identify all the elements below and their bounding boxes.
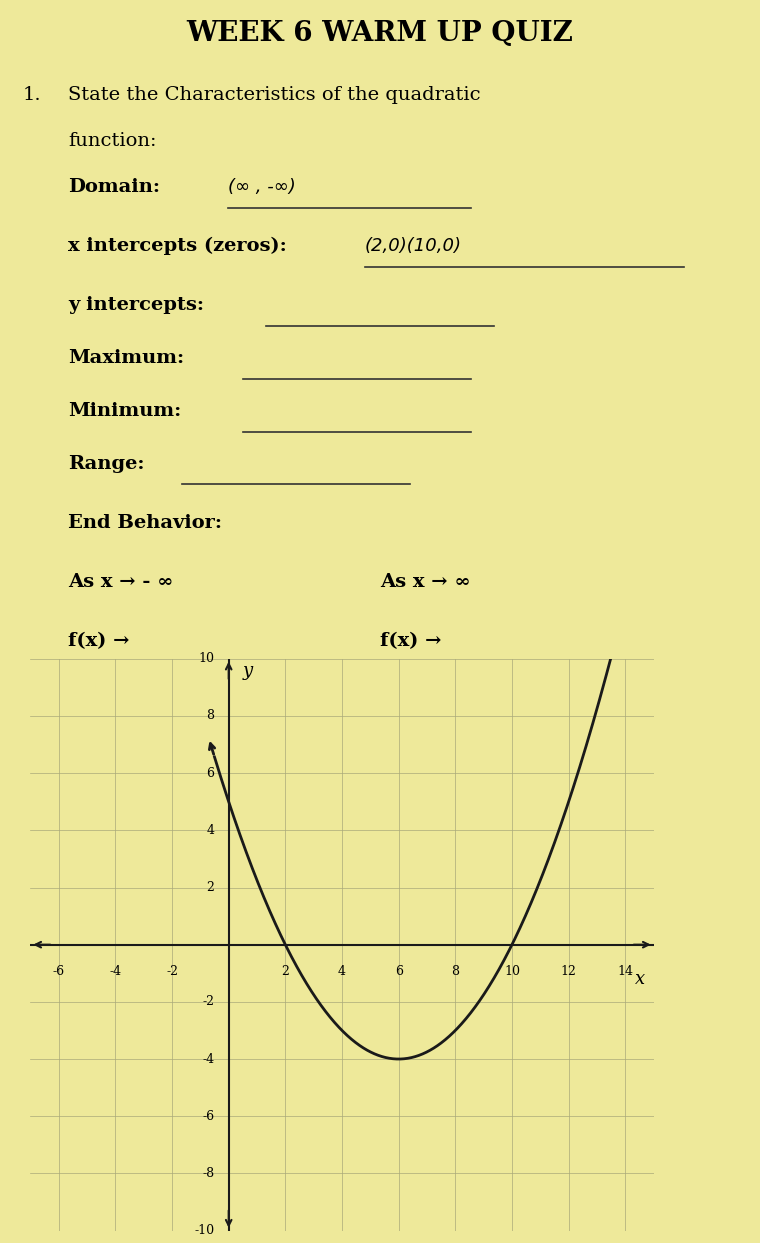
Text: f(x) →: f(x) → xyxy=(68,633,130,650)
Text: As x → ∞: As x → ∞ xyxy=(380,573,470,592)
Text: -10: -10 xyxy=(195,1224,214,1237)
Text: 2: 2 xyxy=(207,881,214,894)
Text: 4: 4 xyxy=(338,965,346,978)
Text: -2: -2 xyxy=(166,965,178,978)
Text: f(x) →: f(x) → xyxy=(380,633,442,650)
Text: x: x xyxy=(635,971,645,988)
Text: -6: -6 xyxy=(52,965,65,978)
Text: 8: 8 xyxy=(451,965,459,978)
Text: 6: 6 xyxy=(394,965,403,978)
Text: 14: 14 xyxy=(617,965,633,978)
Text: -8: -8 xyxy=(202,1167,214,1180)
Text: 8: 8 xyxy=(207,710,214,722)
Text: State the Characteristics of the quadratic: State the Characteristics of the quadrat… xyxy=(68,86,481,103)
Text: As x → - ∞: As x → - ∞ xyxy=(68,573,174,592)
Text: (2,0)(10,0): (2,0)(10,0) xyxy=(365,237,462,255)
Text: 1.: 1. xyxy=(23,86,42,103)
Text: Range:: Range: xyxy=(68,455,145,472)
Text: (∞ , -∞): (∞ , -∞) xyxy=(228,178,296,196)
Text: -4: -4 xyxy=(109,965,122,978)
Text: -4: -4 xyxy=(202,1053,214,1065)
Text: 12: 12 xyxy=(561,965,577,978)
Text: WEEK 6 WARM UP QUIZ: WEEK 6 WARM UP QUIZ xyxy=(186,20,574,47)
Text: End Behavior:: End Behavior: xyxy=(68,513,223,532)
Text: 6: 6 xyxy=(207,767,214,779)
Text: y intercepts:: y intercepts: xyxy=(68,297,204,314)
Text: function:: function: xyxy=(68,132,157,149)
Text: Minimum:: Minimum: xyxy=(68,401,182,420)
Text: Domain:: Domain: xyxy=(68,178,160,196)
Text: -6: -6 xyxy=(202,1110,214,1122)
Text: 10: 10 xyxy=(504,965,520,978)
Text: 2: 2 xyxy=(281,965,290,978)
Text: y: y xyxy=(243,661,253,680)
Text: 4: 4 xyxy=(207,824,214,837)
Text: 10: 10 xyxy=(198,653,214,665)
Text: -2: -2 xyxy=(202,996,214,1008)
Text: x intercepts (zeros):: x intercepts (zeros): xyxy=(68,237,287,255)
Text: Maximum:: Maximum: xyxy=(68,349,185,367)
